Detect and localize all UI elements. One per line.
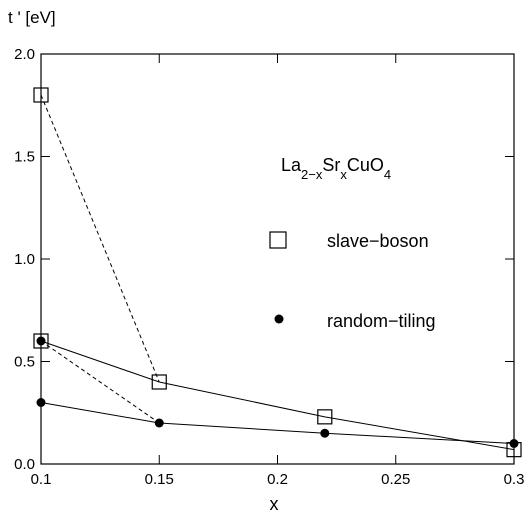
- x-tick-label: 0.1: [31, 471, 52, 488]
- x-tick-label: 0.15: [145, 471, 174, 488]
- random-tiling-point: [320, 428, 330, 438]
- random-tiling-point: [509, 439, 519, 448]
- y-tick-label: 1.5: [14, 149, 35, 166]
- legend-label-slave-boson: slave−boson: [327, 231, 429, 251]
- dashed-line: [40, 340, 160, 424]
- axis-ticks: [40, 53, 515, 465]
- random-tiling-point: [154, 418, 164, 428]
- y-tick-label: 0.0: [14, 456, 35, 473]
- formula-part: 2−x: [301, 167, 323, 182]
- y-tick-label: 0.5: [14, 354, 35, 371]
- legend: slave−boson random−tiling: [269, 231, 436, 331]
- formula-part: La: [281, 155, 302, 175]
- slave-boson-point: [33, 333, 49, 349]
- random-tiling-point: [36, 398, 46, 407]
- compound-formula-label: La2−xSrxCuO4: [281, 155, 391, 182]
- y-tick-label: 1.0: [14, 251, 35, 268]
- plot-frame: [40, 53, 515, 465]
- tick-labels: 0.1 0.15 0.2 0.25 0.3 0.0 0.5 1.0 1.5 2.0: [14, 46, 524, 488]
- formula-part: CuO: [347, 155, 384, 175]
- formula-part: Sr: [322, 155, 340, 175]
- x-axis-label: x: [270, 494, 279, 514]
- slave-boson-point: [151, 374, 167, 390]
- y-tick-label: 2.0: [14, 46, 35, 63]
- y-axis-label: t ' [eV]: [8, 8, 56, 27]
- solid-line: [40, 402, 515, 444]
- random-tiling-point: [36, 336, 46, 346]
- data-markers: [33, 87, 522, 458]
- x-tick-label: 0.3: [504, 471, 525, 488]
- slave-boson-point: [506, 442, 522, 458]
- solid-line: [40, 340, 515, 451]
- legend-label-random-tiling: random−tiling: [327, 311, 436, 331]
- slave-boson-point: [317, 409, 333, 425]
- connecting-lines: [40, 94, 515, 451]
- formula-part: 4: [384, 167, 391, 182]
- formula-part: x: [340, 167, 347, 182]
- x-tick-label: 0.25: [381, 471, 410, 488]
- legend-marker-slave-boson: [269, 231, 287, 249]
- legend-marker-random-tiling: [274, 314, 284, 324]
- x-tick-label: 0.2: [267, 471, 288, 488]
- slave-boson-point: [33, 87, 49, 103]
- dashed-line: [40, 94, 160, 383]
